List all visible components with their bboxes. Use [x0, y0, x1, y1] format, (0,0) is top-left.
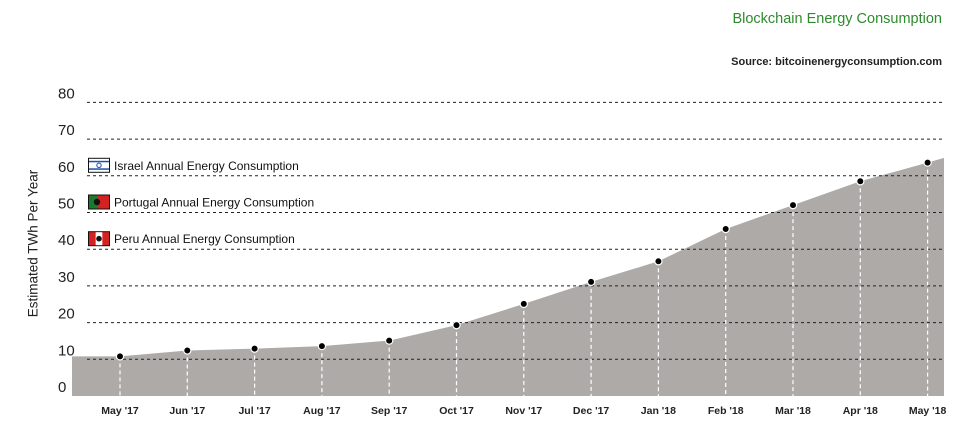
x-axis-ticks: May '17 Jun '17 Jul '17 Aug '17 Sep '17 Oct '…: [101, 405, 946, 417]
reference-label: Peru Annual Energy Consumption: [88, 231, 295, 247]
israel-flag: [88, 157, 110, 173]
x-tick-label: Dec '17: [573, 405, 610, 417]
grid-layer: 0 10 20 30 40 50 60 70 80: [58, 85, 944, 396]
x-tick-label: Apr '18: [843, 405, 878, 417]
x-tick-label: Nov '17: [505, 405, 542, 417]
data-point: [654, 257, 663, 266]
data-point: [586, 277, 596, 287]
x-tick-label: May '17: [101, 405, 139, 417]
x-tick-label: Mar '18: [775, 405, 811, 417]
y-tick-label: 10: [58, 342, 75, 359]
data-point: [923, 158, 932, 167]
chart-source: Source: bitcoinenergyconsumption.com: [731, 56, 942, 68]
peru-flag: [88, 231, 110, 247]
area-layer: [72, 157, 944, 396]
reference-label-text: Israel Annual Energy Consumption: [114, 159, 299, 173]
y-tick-label: 80: [58, 85, 75, 102]
data-point: [250, 344, 259, 353]
x-tick-label: Aug '17: [303, 405, 341, 417]
x-tick-label: May '18: [909, 405, 947, 417]
data-point: [452, 320, 461, 330]
y-tick-label: 60: [58, 159, 75, 176]
point-layer: [115, 158, 932, 396]
data-point: [721, 224, 730, 234]
y-tick-label: 40: [58, 232, 75, 249]
reference-labels: Israel Annual Energy Consumption Portugal…: [88, 157, 314, 247]
data-point: [385, 336, 394, 345]
reference-label: Israel Annual Energy Consumption: [88, 157, 299, 173]
energy-area: [72, 157, 944, 396]
data-point: [183, 346, 192, 355]
y-tick-label: 0: [58, 379, 66, 396]
y-tick-label: 70: [58, 122, 75, 139]
x-tick-label: Jul '17: [238, 405, 270, 417]
data-point: [115, 352, 125, 361]
y-tick-label: 30: [58, 269, 75, 286]
data-point: [317, 341, 327, 351]
data-point: [519, 299, 529, 309]
reference-label: Portugal Annual Energy Consumption: [88, 194, 314, 210]
data-point: [788, 200, 798, 210]
chart-title: Blockchain Energy Consumption: [732, 11, 942, 27]
data-point: [856, 177, 865, 186]
x-tick-label: Oct '17: [439, 405, 474, 417]
y-tick-label: 20: [58, 306, 75, 323]
x-tick-label: Jan '18: [641, 405, 676, 417]
x-tick-label: Jun '17: [169, 405, 205, 417]
portugal-flag: [88, 194, 110, 210]
y-tick-label: 50: [58, 196, 75, 213]
reference-label-text: Portugal Annual Energy Consumption: [114, 196, 314, 210]
reference-label-text: Peru Annual Energy Consumption: [114, 232, 295, 246]
x-tick-label: Sep '17: [371, 405, 408, 417]
x-tick-label: Feb '18: [708, 405, 744, 417]
